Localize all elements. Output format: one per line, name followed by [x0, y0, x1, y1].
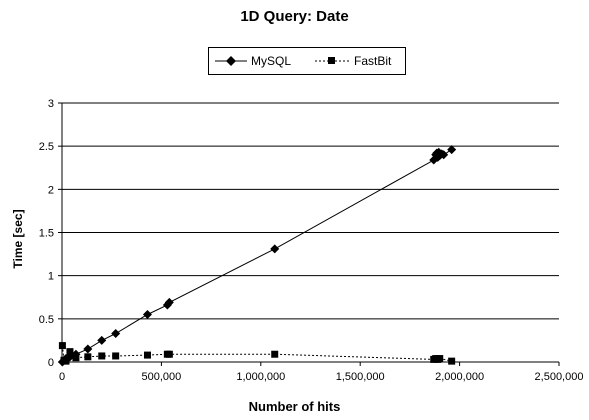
data-point-fastbit [62, 357, 70, 365]
y-tick-label: 2.5 [39, 141, 54, 153]
data-point-fastbit [436, 355, 444, 363]
data-point-mysql [97, 335, 107, 345]
data-point-fastbit [271, 350, 279, 358]
data-point-mysql [83, 344, 93, 354]
x-tick-label: 1,500,000 [336, 371, 385, 383]
y-tick-label: 3 [48, 98, 54, 110]
series-line-mysql [62, 149, 452, 363]
x-tick-label: 2,000,000 [435, 371, 484, 383]
legend-item-fastbit: FastBit [315, 54, 392, 68]
x-tick-label: 1,000,000 [236, 371, 285, 383]
legend-item-mysql: MySQL [215, 54, 291, 68]
y-tick-label: 0.5 [39, 314, 54, 326]
series-line-fastbit [61, 345, 452, 362]
legend-label-fastbit: FastBit [354, 54, 392, 68]
data-point-fastbit [84, 353, 92, 361]
data-point-fastbit [143, 351, 151, 359]
data-point-fastbit [66, 348, 74, 356]
data-point-mysql [111, 329, 121, 339]
legend-label-mysql: MySQL [251, 54, 291, 68]
data-point-fastbit [72, 354, 80, 362]
data-point-fastbit [112, 352, 120, 360]
x-axis-label: Number of hits [248, 399, 341, 414]
legend-graphic: MySQL FastBit [215, 54, 392, 68]
data-point-mysql [142, 310, 152, 320]
data-point-mysql [270, 244, 280, 254]
data-point-fastbit [448, 357, 456, 365]
y-axis-label: Time [sec] [11, 209, 25, 269]
legend: MySQL FastBit [208, 47, 406, 75]
y-tick-label: 1.5 [39, 228, 54, 240]
x-tick-label: 500,000 [142, 371, 182, 383]
legend-mysql-marker [226, 56, 236, 66]
data-point-mysql [439, 150, 449, 160]
data-point-fastbit [58, 342, 66, 350]
legend-fastbit-marker [328, 57, 335, 64]
y-tick-label: 1 [48, 271, 54, 283]
data-point-mysql [164, 297, 174, 307]
x-tick-label: 0 [59, 371, 65, 383]
data-point-fastbit [98, 352, 106, 360]
y-tick-label: 0 [48, 357, 54, 369]
data-point-mysql [447, 145, 457, 155]
x-tick-label: 2,500,000 [535, 371, 584, 383]
data-point-fastbit [165, 350, 173, 358]
y-tick-label: 2 [48, 184, 54, 196]
chart-title: 1D Query: Date [240, 8, 349, 25]
